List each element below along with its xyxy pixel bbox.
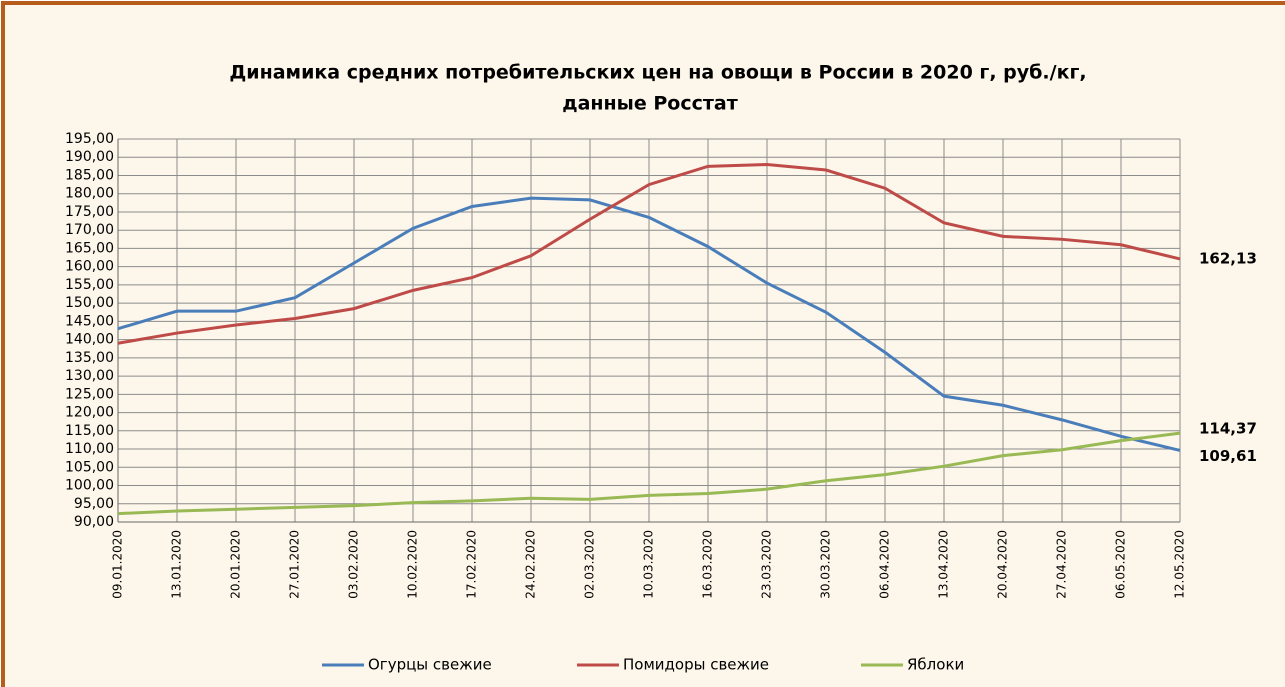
y-tick-label: 190,00 [65,149,114,165]
y-tick-label: 120,00 [65,405,114,421]
series-line [117,163,1181,345]
x-tick-label: 12.05.2020 [1173,530,1187,599]
y-tick-label: 175,00 [65,204,114,220]
x-tick-label: 13.01.2020 [170,530,184,599]
x-tick-label: 10.03.2020 [642,530,656,599]
y-tick-label: 180,00 [65,186,114,202]
y-tick-label: 185,00 [65,167,114,183]
y-tick-label: 110,00 [65,441,114,457]
x-tick-label: 20.01.2020 [229,530,243,599]
y-tick-label: 130,00 [65,368,114,384]
x-tick-label: 30.03.2020 [819,530,833,599]
x-tick-label: 06.04.2020 [878,530,892,599]
y-tick-label: 100,00 [65,478,114,494]
value-label: 162,13 [1199,249,1257,267]
y-tick-label: 125,00 [65,386,114,402]
series-line [117,196,1181,452]
chart-title: Динамика средних потребительских цен на … [229,62,1086,84]
y-tick-label: 165,00 [65,240,114,256]
series-line [117,431,1181,516]
y-tick-label: 115,00 [65,423,114,439]
value-label: 109,61 [1199,447,1257,465]
legend-label: Яблоки [907,656,964,674]
y-tick-label: 90,00 [74,514,114,530]
x-tick-label: 06.05.2020 [1114,530,1128,599]
y-tick-label: 95,00 [74,496,114,512]
x-tick-label: 20.04.2020 [996,530,1010,599]
x-tick-label: 03.02.2020 [347,530,361,599]
y-tick-label: 140,00 [65,332,114,348]
legend-label: Помидоры свежие [623,656,769,674]
x-tick-label: 24.02.2020 [524,530,538,599]
y-tick-label: 170,00 [65,222,114,238]
value-label: 114,37 [1199,420,1257,438]
x-tick-label: 16.03.2020 [701,530,715,599]
y-tick-label: 150,00 [65,295,114,311]
chart-subtitle: данные Росстат [562,93,737,115]
y-tick-label: 135,00 [65,350,114,366]
legend-label: Огурцы свежие [368,656,492,674]
x-tick-label: 02.03.2020 [583,530,597,599]
x-tick-label: 09.01.2020 [111,530,125,599]
y-tick-label: 155,00 [65,277,114,293]
y-tick-label: 105,00 [65,459,114,475]
x-tick-label: 27.04.2020 [1055,530,1069,599]
x-tick-label: 27.01.2020 [288,530,302,599]
x-tick-label: 10.02.2020 [406,530,420,599]
x-tick-label: 13.04.2020 [937,530,951,599]
y-tick-label: 195,00 [65,131,114,147]
y-tick-label: 145,00 [65,313,114,329]
x-tick-label: 17.02.2020 [465,530,479,599]
y-tick-label: 160,00 [65,259,114,275]
x-tick-label: 23.03.2020 [760,530,774,599]
